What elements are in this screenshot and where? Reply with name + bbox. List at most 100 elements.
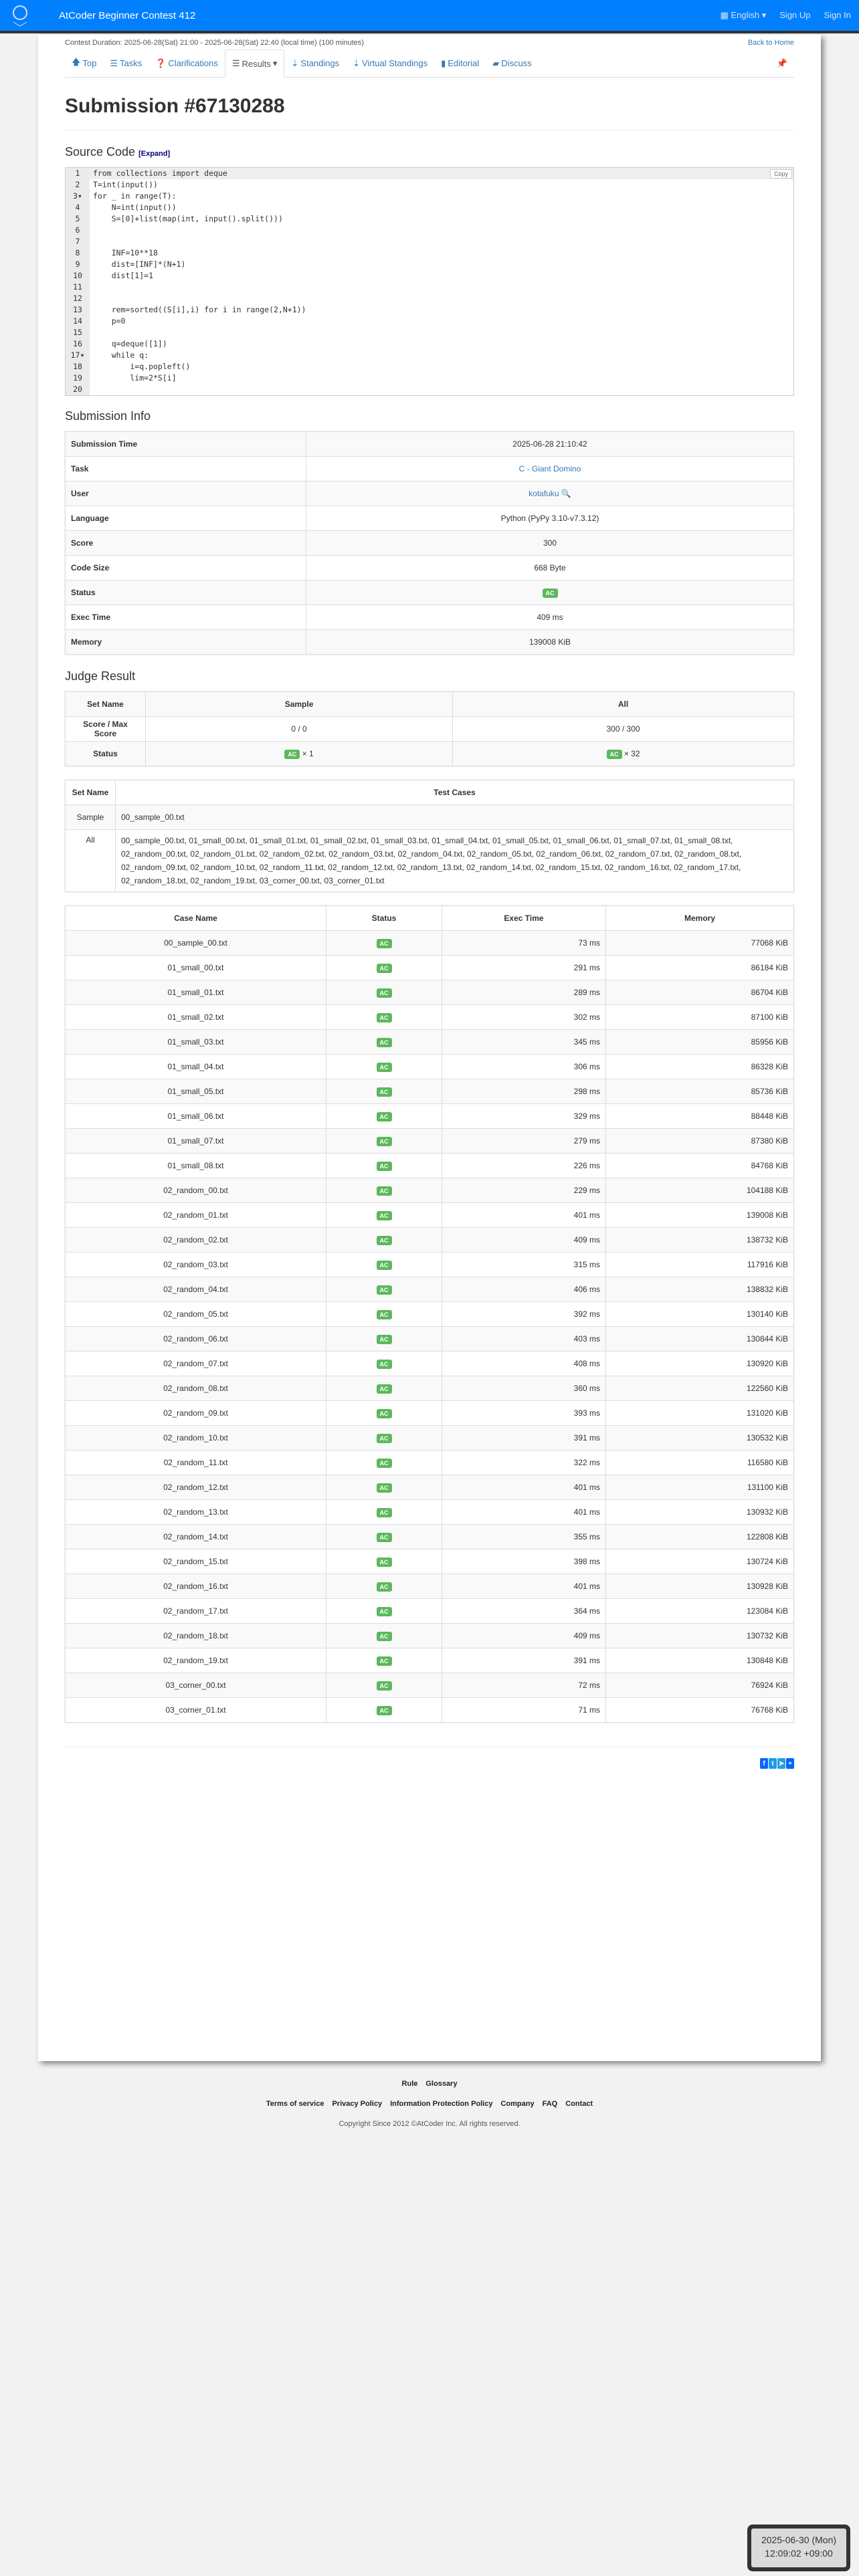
tab-editorial[interactable]: ▮ Editorial	[441, 58, 480, 69]
footer-link-privacy[interactable]: Privacy Policy	[332, 2100, 383, 2108]
info-value: C - Giant Domino	[306, 456, 794, 481]
memory: 131020 KiB	[605, 1400, 794, 1426]
line-number: 10	[66, 270, 90, 282]
facebook-icon[interactable]: f	[760, 1758, 768, 1769]
exec-time: 392 ms	[442, 1301, 606, 1327]
task-link[interactable]: C - Giant Domino	[518, 464, 581, 473]
info-value: AC	[306, 580, 794, 605]
case-name: 02_random_10.txt	[65, 1425, 326, 1451]
table-row: 02_random_12.txt AC 401 ms 131100 KiB	[65, 1475, 794, 1500]
exec-time: 360 ms	[442, 1376, 606, 1401]
exec-time: 279 ms	[442, 1128, 606, 1154]
info-row: Code Size 668 Byte	[65, 555, 794, 580]
info-row: Status AC	[65, 580, 794, 605]
table-row: 02_random_10.txt AC 391 ms 130532 KiB	[65, 1425, 794, 1451]
status-badge: AC	[542, 588, 558, 598]
memory: 138732 KiB	[605, 1227, 794, 1253]
sign-in-link[interactable]: Sign In	[824, 10, 851, 20]
language-dropdown[interactable]: ▦ English ▾	[720, 10, 767, 20]
tab-results[interactable]: ☰ Results ▾	[224, 49, 285, 78]
line-number: 12	[66, 293, 90, 304]
copy-button[interactable]: Copy	[769, 169, 792, 179]
table-row: 00_sample_00.txt AC 73 ms 77068 KiB	[65, 930, 794, 956]
memory: 130844 KiB	[605, 1326, 794, 1352]
case-name: 02_random_02.txt	[65, 1227, 326, 1253]
judge-summary-table: Set Name Sample All Score / Max Score 0 / 0…	[65, 691, 794, 766]
case-name: 01_small_05.txt	[65, 1079, 326, 1104]
table-row: 03_corner_00.txt AC 72 ms 76924 KiB	[65, 1673, 794, 1698]
memory: 130932 KiB	[605, 1499, 794, 1525]
code-line: 9 dist=[INF]*(N+1)	[66, 259, 793, 270]
atcoder-logo[interactable]	[8, 1, 32, 30]
code-line: 11	[66, 282, 793, 293]
footer-link-faq[interactable]: FAQ	[542, 2100, 558, 2108]
memory: 84768 KiB	[605, 1153, 794, 1178]
test-cases-table: Set Name Test Cases Sample 00_sample_00.tx…	[65, 780, 794, 892]
code-line: 4 N=int(input())	[66, 202, 793, 213]
code-text: for _ in range(T):	[93, 191, 177, 201]
line-number: 5	[66, 213, 90, 225]
exec-time: 291 ms	[442, 955, 606, 980]
search-icon[interactable]: 🔍	[559, 489, 571, 498]
table-row: 01_small_01.txt AC 289 ms 86704 KiB	[65, 980, 794, 1005]
code-line: 6	[66, 225, 793, 236]
line-number: 11	[66, 282, 90, 293]
sort-icon: ⇣	[353, 58, 361, 68]
case-name: 02_random_17.txt	[65, 1598, 326, 1624]
status-badge: AC	[376, 1705, 392, 1715]
footer-link-company[interactable]: Company	[500, 2100, 535, 2108]
code-text	[90, 282, 93, 293]
plus-icon[interactable]: +	[786, 1758, 794, 1769]
case-name: 01_small_07.txt	[65, 1128, 326, 1154]
code-line: 8 INF=10**18	[66, 247, 793, 259]
status-badge: AC	[376, 1656, 392, 1666]
table-row: 01_small_08.txt AC 226 ms 84768 KiB	[65, 1153, 794, 1178]
tab-clarifications[interactable]: ❓ Clarifications	[155, 58, 218, 69]
status-badge: AC	[376, 1681, 392, 1691]
tab-standings[interactable]: ⇣ Standings	[291, 58, 340, 69]
line-number: 9	[66, 259, 90, 270]
source-code-editor[interactable]: Copy 1 from collections import deque 2 T=in…	[65, 167, 794, 396]
tab-discuss[interactable]: ▰ Discuss	[492, 58, 532, 69]
expand-link[interactable]: [Expand]	[138, 150, 171, 158]
back-home-link[interactable]: Back to Home	[747, 39, 794, 47]
status-badge: AC	[376, 1582, 392, 1592]
exec-time: 302 ms	[442, 1004, 606, 1030]
exec-time: 391 ms	[442, 1648, 606, 1673]
contest-duration: Contest Duration: 2025-06-28(Sat) 21:00 …	[65, 39, 364, 47]
memory: 130848 KiB	[605, 1648, 794, 1673]
status-badge: AC	[376, 1161, 392, 1171]
code-text: rem=sorted((S[i],i) for i in range(2,N+1…	[93, 305, 306, 314]
code-line: 16 q=deque([1])	[66, 338, 793, 350]
status-badge: AC	[376, 1309, 392, 1319]
memory: 123084 KiB	[605, 1598, 794, 1624]
exec-time: 406 ms	[442, 1277, 606, 1302]
footer-link-contact[interactable]: Contact	[565, 2100, 593, 2108]
info-value: 139008 KiB	[306, 629, 794, 655]
table-row: 02_random_13.txt AC 401 ms 130932 KiB	[65, 1499, 794, 1525]
memory: 138832 KiB	[605, 1277, 794, 1302]
case-name: 02_random_06.txt	[65, 1326, 326, 1352]
contest-title-link[interactable]: AtCoder Beginner Contest 412	[59, 9, 196, 21]
sign-up-link[interactable]: Sign Up	[779, 10, 811, 20]
table-row: 01_small_07.txt AC 279 ms 87380 KiB	[65, 1128, 794, 1154]
table-row: 01_small_03.txt AC 345 ms 85956 KiB	[65, 1029, 794, 1055]
case-name: 02_random_14.txt	[65, 1524, 326, 1549]
pin-icon[interactable]: 📌	[776, 58, 787, 68]
footer-link-terms[interactable]: Terms of service	[266, 2100, 324, 2108]
status-badge: AC	[376, 1186, 392, 1196]
footer-link-rule[interactable]: Rule	[401, 2080, 418, 2088]
line-number: 20	[66, 384, 90, 395]
tab-tasks[interactable]: ☰ Tasks	[110, 58, 142, 69]
user-link[interactable]: kotafuku	[529, 489, 559, 498]
code-line: 15	[66, 327, 793, 338]
tab-virtual-standings[interactable]: ⇣ Virtual Standings	[353, 58, 428, 69]
footer-link-info-protection[interactable]: Information Protection Policy	[390, 2100, 493, 2108]
table-row: 02_random_04.txt AC 406 ms 138832 KiB	[65, 1277, 794, 1302]
footer-link-glossary[interactable]: Glossary	[425, 2080, 458, 2088]
telegram-icon[interactable]: ➤	[777, 1758, 785, 1769]
table-row: 02_random_08.txt AC 360 ms 122560 KiB	[65, 1376, 794, 1401]
twitter-icon[interactable]: t	[769, 1758, 777, 1769]
memory: 116580 KiB	[605, 1450, 794, 1475]
tab-top[interactable]: 🡅 Top	[65, 49, 103, 78]
